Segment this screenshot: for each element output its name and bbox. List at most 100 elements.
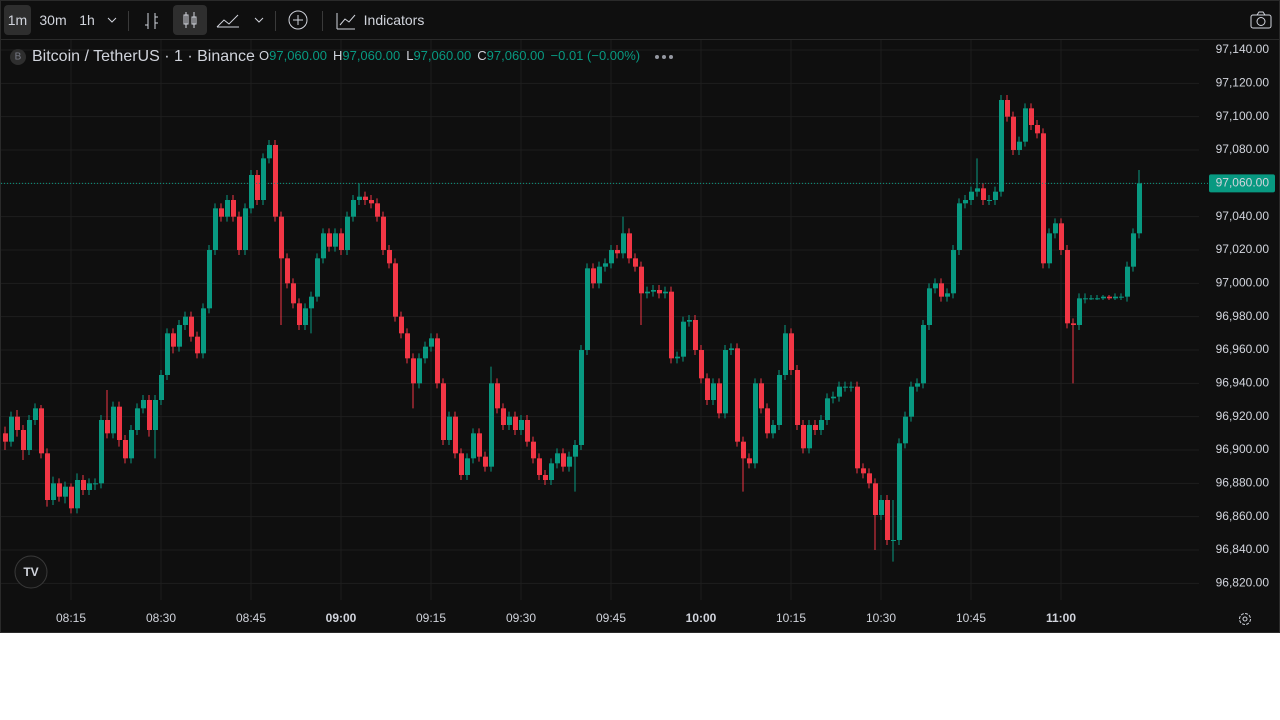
candle-body <box>957 203 962 250</box>
candle-body <box>1029 108 1034 125</box>
candle-body <box>969 191 974 200</box>
candle-body <box>519 420 524 430</box>
candle-body <box>435 338 440 384</box>
candle-body <box>999 100 1004 192</box>
bar-style-icon[interactable] <box>138 5 166 35</box>
x-tick-label: 08:45 <box>236 611 266 625</box>
candles <box>3 95 1142 562</box>
candle-body <box>783 333 788 375</box>
candle-body <box>465 458 470 475</box>
grid <box>1 40 1199 600</box>
indicators-icon[interactable] <box>334 5 358 35</box>
axes: 96,820.00 96,840.00 96,860.00 96,880.00 96,9… <box>1 42 1275 625</box>
candle-body <box>1095 298 1100 300</box>
candle-body <box>141 400 146 409</box>
candle-body <box>933 283 938 289</box>
candle-body <box>759 383 764 409</box>
candle-body <box>495 383 500 409</box>
candle-body <box>321 233 326 259</box>
x-tick-label: 10:00 <box>686 611 717 625</box>
candle-body <box>1107 296 1112 299</box>
candle-body <box>513 416 518 430</box>
candle-body <box>147 400 152 430</box>
candle-body <box>285 258 290 284</box>
y-tick-label: 97,120.00 <box>1216 76 1270 90</box>
candle-body <box>777 375 782 425</box>
candle-body <box>21 430 26 450</box>
candle-body <box>303 308 308 325</box>
candle-body <box>939 283 944 297</box>
y-tick-label: 96,880.00 <box>1216 476 1270 490</box>
chart: 96,820.00 96,840.00 96,860.00 96,880.00 96,9… <box>1 40 1275 625</box>
candle-body <box>771 425 776 434</box>
candle-body <box>87 483 92 490</box>
candle-style-icon[interactable] <box>173 5 207 35</box>
interval-button[interactable]: 1m <box>4 5 31 35</box>
candle-body <box>1125 266 1130 297</box>
x-tick-label: 10:15 <box>776 611 806 625</box>
legend-label: L <box>406 48 413 63</box>
candle-body <box>645 291 650 294</box>
candle-body <box>867 473 872 484</box>
candle-body <box>1101 296 1106 299</box>
interval-button[interactable]: 30m <box>39 12 67 28</box>
candle-body <box>75 480 80 509</box>
legend-label: C <box>477 48 486 63</box>
candle-body <box>33 408 38 420</box>
candle-body <box>93 483 98 485</box>
settings-icon[interactable] <box>1239 613 1251 625</box>
x-tick-label: 08:15 <box>56 611 86 625</box>
candle-body <box>579 350 584 445</box>
symbol-badge-text: B <box>15 52 22 63</box>
candle-body <box>99 420 104 484</box>
area-style-icon[interactable] <box>213 5 243 35</box>
candle-body <box>597 266 602 284</box>
candle-body <box>327 233 332 247</box>
candle-body <box>555 453 560 464</box>
y-tick-label: 96,860.00 <box>1216 509 1270 523</box>
candle-body <box>351 200 356 217</box>
dropdown-icon[interactable] <box>102 5 122 35</box>
candle-body <box>651 290 656 292</box>
candle-body <box>849 386 854 388</box>
candle-body <box>693 320 698 350</box>
candle-body <box>171 333 176 347</box>
candle-body <box>807 425 812 449</box>
candle-body <box>801 425 806 449</box>
candle-body <box>873 483 878 515</box>
y-tick-label: 97,020.00 <box>1216 242 1270 256</box>
y-tick-label: 96,920.00 <box>1216 409 1270 423</box>
separator <box>322 11 323 31</box>
candle-body <box>1131 233 1136 267</box>
candle-body <box>267 145 272 159</box>
add-icon[interactable] <box>285 5 311 35</box>
candle-body <box>45 453 50 500</box>
candle-body <box>477 433 482 457</box>
candle-body <box>135 408 140 430</box>
candle-body <box>249 175 254 209</box>
y-tick-label: 96,820.00 <box>1216 576 1270 590</box>
candle-body <box>681 321 686 357</box>
interval-button[interactable]: 1h <box>79 12 95 28</box>
candle-body <box>789 333 794 370</box>
dropdown-icon[interactable] <box>249 5 269 35</box>
candle-body <box>843 386 848 388</box>
x-tick-label: 10:45 <box>956 611 986 625</box>
candle-body <box>129 430 134 459</box>
last-price-box <box>1209 174 1275 193</box>
camera-icon[interactable] <box>1247 5 1275 35</box>
candle-body <box>315 258 320 297</box>
candle-body <box>309 296 314 309</box>
candle-body <box>813 425 818 430</box>
candle-body <box>345 216 350 250</box>
candle-body <box>723 350 728 414</box>
candle-body <box>627 233 632 259</box>
candle-body <box>1089 298 1094 300</box>
candle-body <box>279 216 284 259</box>
legend-label: H <box>333 48 342 63</box>
candle-body <box>219 208 224 217</box>
candle-body <box>501 408 506 425</box>
more-icon[interactable] <box>655 55 673 59</box>
indicators-button[interactable]: Indicators <box>363 12 425 28</box>
candle-body <box>765 408 770 434</box>
